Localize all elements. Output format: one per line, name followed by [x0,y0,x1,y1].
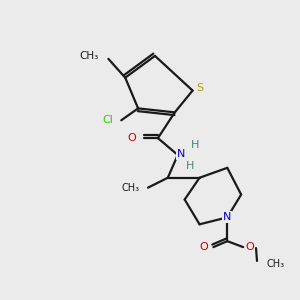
Text: O: O [128,133,136,143]
Text: N: N [176,149,185,159]
Text: S: S [196,82,203,93]
Text: CH₃: CH₃ [79,51,98,61]
Text: CH₃: CH₃ [122,183,140,193]
Text: H: H [185,161,194,171]
Text: H: H [190,140,199,150]
Text: O: O [199,242,208,252]
Text: Cl: Cl [102,115,113,125]
Text: CH₃: CH₃ [267,259,285,269]
Text: N: N [223,212,232,222]
Text: O: O [246,242,254,252]
